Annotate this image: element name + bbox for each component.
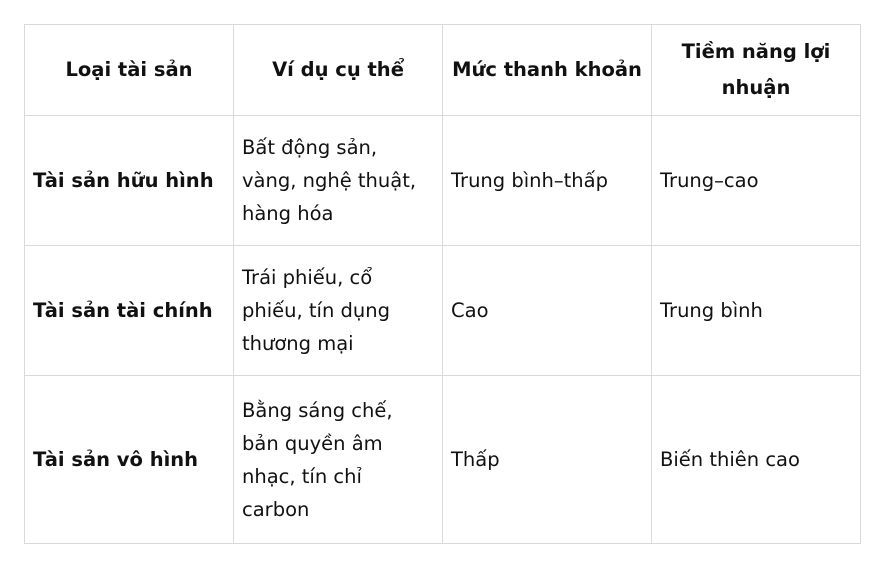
cell-asset-type: Tài sản vô hình [24, 375, 234, 544]
cell-examples: Trái phiếu, cổ phiếu, tín dụng thương mạ… [233, 245, 443, 376]
cell-liquidity: Cao [442, 245, 652, 376]
table-row: Tài sản tài chính Trái phiếu, cổ phiếu, … [24, 245, 861, 376]
cell-examples: Bằng sáng chế, bản quyền âm nhạc, tín ch… [233, 375, 443, 544]
cell-asset-type: Tài sản tài chính [24, 245, 234, 376]
cell-return-potential: Biến thiên cao [651, 375, 861, 544]
header-liquidity: Mức thanh khoản [442, 24, 652, 116]
cell-return-potential: Trung bình [651, 245, 861, 376]
header-examples: Ví dụ cụ thể [233, 24, 443, 116]
cell-liquidity: Thấp [442, 375, 652, 544]
header-asset-type: Loại tài sản [24, 24, 234, 116]
asset-comparison-table: Loại tài sản Ví dụ cụ thể Mức thanh khoả… [24, 24, 861, 544]
cell-return-potential: Trung–cao [651, 115, 861, 246]
cell-liquidity: Trung bình–thấp [442, 115, 652, 246]
table-row: Tài sản vô hình Bằng sáng chế, bản quyền… [24, 375, 861, 544]
table-row: Tài sản hữu hình Bất động sản, vàng, ngh… [24, 115, 861, 246]
cell-asset-type: Tài sản hữu hình [24, 115, 234, 246]
cell-examples: Bất động sản, vàng, nghệ thuật, hàng hóa [233, 115, 443, 246]
header-row: Loại tài sản Ví dụ cụ thể Mức thanh khoả… [24, 24, 861, 116]
header-return-potential: Tiềm năng lợi nhuận [651, 24, 861, 116]
